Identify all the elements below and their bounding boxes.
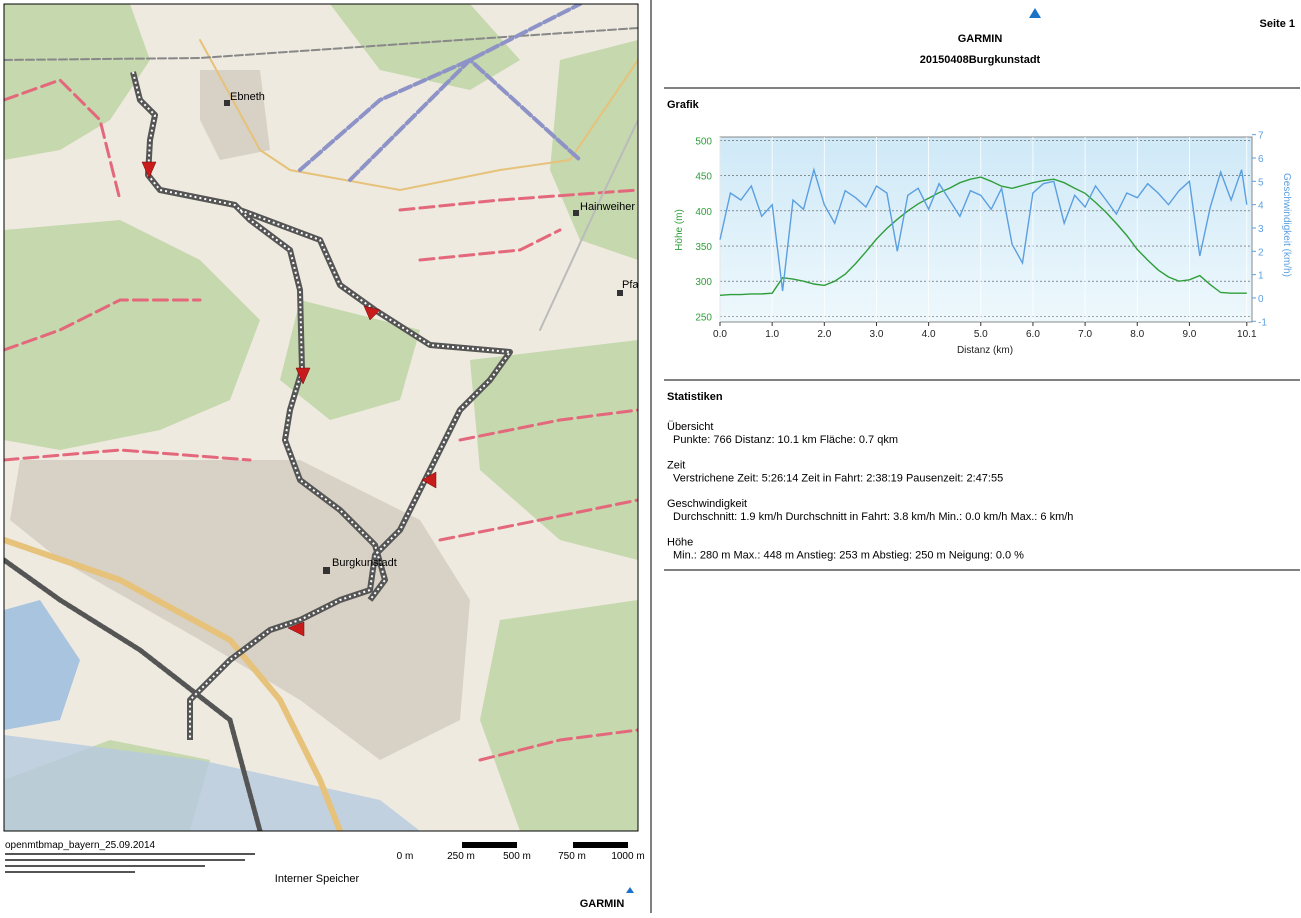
stat-heading: Höhe — [667, 537, 693, 549]
x-tick-label: 9.0 — [1182, 329, 1196, 340]
brand-logo: GARMIN — [580, 898, 625, 910]
y2-tick-label: 3 — [1258, 224, 1264, 235]
y2-tick-label: 5 — [1258, 177, 1264, 188]
y2-tick-label: 1 — [1258, 271, 1264, 282]
y-tick-label: 400 — [695, 207, 712, 218]
y2-tick-label: 6 — [1258, 154, 1264, 165]
brand-logo: GARMIN — [958, 33, 1003, 45]
place-label: Burgkunstadt — [332, 557, 397, 569]
scale-label: 1000 m — [611, 851, 644, 862]
x-tick-label: 3.0 — [870, 329, 884, 340]
logo-triangle — [1029, 8, 1041, 18]
y-axis-label: Höhe (m) — [674, 209, 685, 251]
stat-text: Punkte: 766 Distanz: 10.1 km Fläche: 0.7… — [673, 434, 898, 446]
section-heading: Statistiken — [667, 391, 723, 403]
y2-tick-label: 7 — [1258, 131, 1264, 142]
stat-heading: Geschwindigkeit — [667, 498, 747, 510]
river — [4, 735, 420, 831]
x-tick-label: 8.0 — [1130, 329, 1144, 340]
x-tick-label: 0.0 — [713, 329, 727, 340]
stat-heading: Übersicht — [667, 421, 713, 433]
place-label: Ebneth — [230, 91, 265, 103]
y-tick-label: 500 — [695, 137, 712, 148]
logo-triangle — [626, 887, 634, 893]
scale-bar — [462, 842, 517, 848]
x-tick-label: 10.1 — [1237, 329, 1257, 340]
map-source: openmtbmap_bayern_25.09.2014 — [5, 840, 156, 851]
y2-tick-label: 0 — [1258, 294, 1264, 305]
plot-area — [719, 136, 1253, 323]
y2-tick-label: -1 — [1258, 317, 1267, 328]
y2-tick-label: 2 — [1258, 247, 1264, 258]
stat-heading: Zeit — [667, 460, 685, 472]
scale-label: 500 m — [503, 851, 531, 862]
stat-text: Min.: 280 m Max.: 448 m Anstieg: 253 m A… — [673, 550, 1024, 562]
map: Ebneth Hainweiher Pfa Burgkunstadt — [4, 4, 639, 831]
stat-text: Durchschnitt: 1.9 km/h Durchschnitt in F… — [673, 511, 1073, 523]
lake — [4, 600, 80, 730]
x-axis-label: Distanz (km) — [957, 345, 1013, 356]
storage-label: Interner Speicher — [275, 873, 360, 885]
place-markers — [224, 100, 623, 574]
y-tick-label: 350 — [695, 242, 712, 253]
place-label: Pfa — [622, 279, 639, 291]
report-title: 20150408Burgkunstadt — [920, 54, 1041, 66]
x-tick-label: 1.0 — [765, 329, 779, 340]
direction-arrows — [141, 161, 437, 637]
y2-axis-label: Geschwindigkeit (km/h) — [1281, 173, 1292, 277]
y2-tick-label: 4 — [1258, 201, 1264, 212]
roads — [4, 4, 638, 831]
page-number: Seite 1 — [1260, 18, 1295, 30]
section-heading: Grafik — [667, 99, 700, 111]
y-tick-label: 450 — [695, 172, 712, 183]
map-frame — [3, 3, 639, 832]
place-label: Hainweiher — [580, 201, 635, 213]
x-tick-label: 6.0 — [1026, 329, 1040, 340]
y-tick-label: 300 — [695, 277, 712, 288]
x-tick-label: 7.0 — [1078, 329, 1092, 340]
track — [130, 71, 513, 740]
scale-label: 0 m — [397, 851, 414, 862]
x-tick-label: 5.0 — [974, 329, 988, 340]
scale-label: 750 m — [558, 851, 586, 862]
stat-text: Verstrichene Zeit: 5:26:14 Zeit in Fahrt… — [673, 473, 1003, 485]
x-tick-label: 2.0 — [817, 329, 831, 340]
chart: Höhe (m) Geschwindigkeit (km/h) Distanz … — [674, 131, 1292, 356]
map-scribble — [5, 853, 255, 873]
y-tick-label: 250 — [695, 312, 712, 323]
scale-bar — [573, 842, 628, 848]
series-line — [719, 176, 1247, 296]
x-tick-label: 4.0 — [922, 329, 936, 340]
series-line — [719, 167, 1248, 292]
scale-label: 250 m — [447, 851, 475, 862]
